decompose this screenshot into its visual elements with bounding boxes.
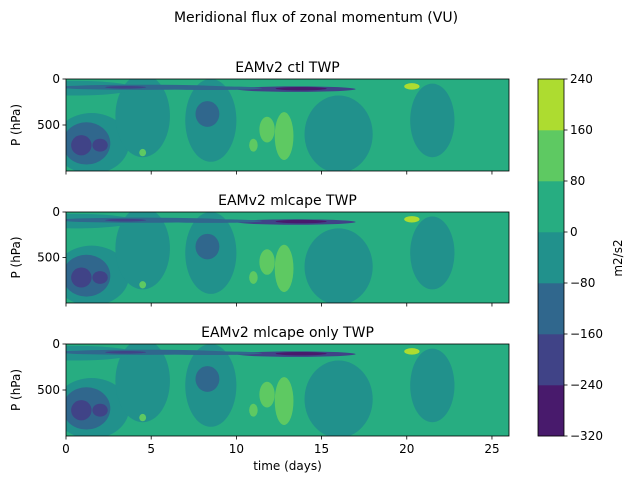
panel-1: EAMv2 mlcape TWP 0 500 P (hPa) [9, 193, 510, 307]
y-tick-label: 500 [37, 383, 60, 397]
panel-title: EAMv2 ctl TWP [235, 60, 340, 76]
colorbar-tick-label: 160 [570, 123, 593, 137]
y-tick-label: 500 [37, 251, 60, 265]
x-tick-label: 15 [314, 442, 329, 456]
colorbar-segment [538, 385, 564, 437]
colorbar-frame [537, 78, 565, 437]
y-axis-label: P (hPa) [9, 236, 23, 278]
y-tick-label: 0 [52, 337, 60, 351]
panel-0: EAMv2 ctl TWP 0 500 P (hPa) [9, 60, 510, 175]
colorbar-tick-label: 0 [570, 225, 578, 239]
colorbar-tick-label: 240 [570, 72, 593, 86]
panel-2: EAMv2 mlcape only TWP 0 500 P (hPa) 0 5 10 15 20… [9, 325, 510, 473]
y-tick-label: 0 [52, 72, 60, 86]
colorbar-tick-label: −160 [570, 327, 603, 341]
colorbar-segment [538, 130, 564, 182]
panel-title: EAMv2 mlcape only TWP [201, 325, 374, 341]
colorbar-tick-label: 80 [570, 174, 585, 188]
colorbar: −320 −240 −160 −80 0 80 160 240 [537, 72, 603, 443]
contour-field [66, 79, 509, 171]
x-tick-label: 25 [484, 442, 499, 456]
colorbar-segment [538, 181, 564, 233]
x-tick-label: 10 [229, 442, 244, 456]
colorbar-tick-label: −320 [570, 429, 603, 443]
y-tick-label: 500 [37, 118, 60, 132]
figure-suptitle: Meridional flux of zonal momentum (VU) [174, 10, 458, 26]
contour-field [66, 212, 509, 303]
y-tick-label: 0 [52, 205, 60, 219]
y-axis-label: P (hPa) [9, 369, 23, 411]
colorbar-segment [538, 79, 564, 131]
colorbar-segment [538, 232, 564, 284]
x-tick-label: 20 [399, 442, 414, 456]
x-axis-label: time (days) [253, 459, 322, 473]
colorbar-label: m2/s2 [611, 239, 625, 276]
colorbar-segment [538, 283, 564, 335]
x-tick-label: 5 [147, 442, 155, 456]
panel-title: EAMv2 mlcape TWP [218, 193, 357, 209]
colorbar-tick-label: −80 [570, 276, 595, 290]
colorbar-segment [538, 334, 564, 386]
contour-field [66, 344, 509, 436]
y-axis-label: P (hPa) [9, 104, 23, 146]
x-tick-label: 0 [62, 442, 70, 456]
colorbar-tick-label: −240 [570, 378, 603, 392]
